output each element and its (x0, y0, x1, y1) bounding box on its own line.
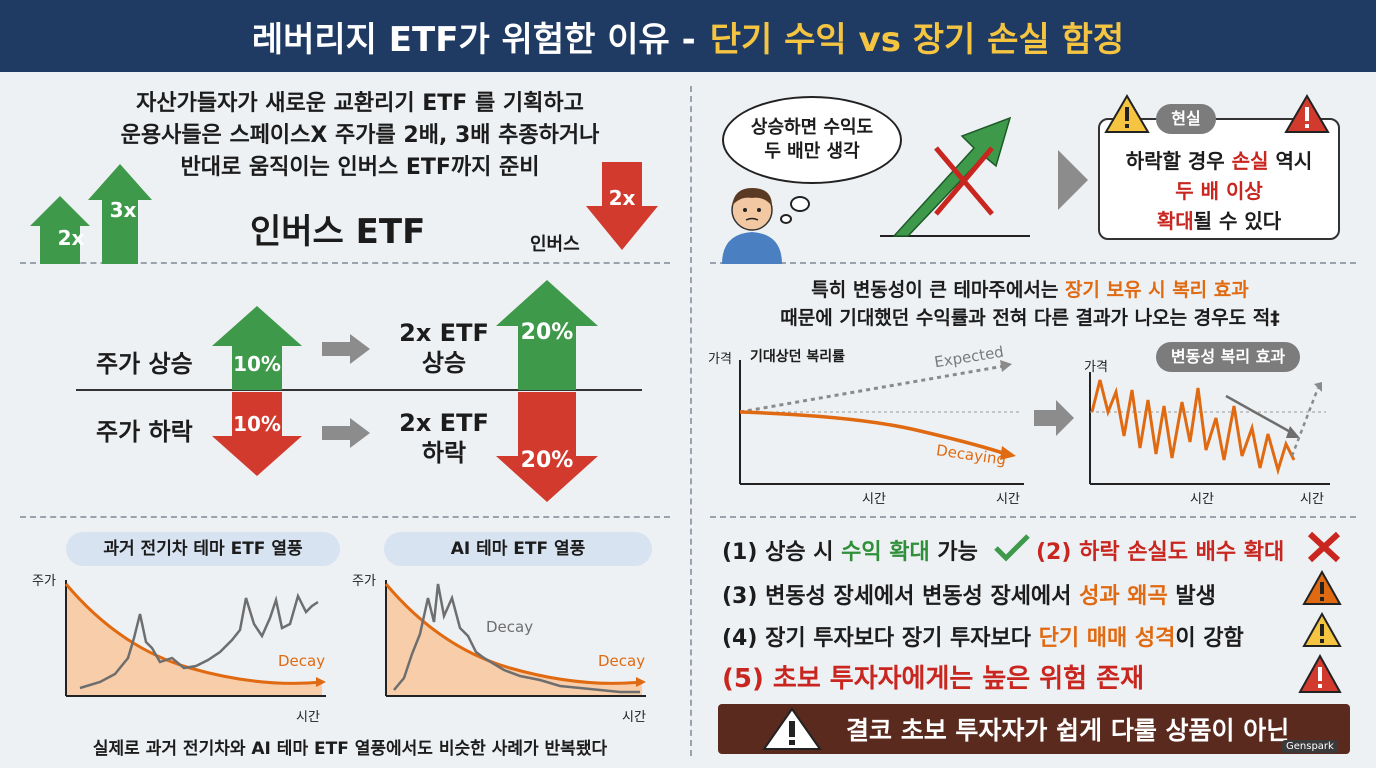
volatility-chart (1089, 372, 1330, 485)
page-header: 레버리지 ETF가 위험한 이유 - 단기 수익 vs 장기 손실 함정 (0, 0, 1376, 72)
left-divider-2 (20, 516, 670, 518)
reality-line2: 두 배 이상 (1175, 179, 1263, 203)
inverse-arrow-label: 2x (608, 186, 636, 210)
reality-label: 현실 (1156, 104, 1216, 134)
thought-dot-1 (790, 196, 810, 212)
inverse-arrow (586, 162, 658, 250)
list-item-4: (4) 장기 투자보다 장기 투자보다 단기 매매 성격이 강함 (722, 626, 1244, 651)
leverage-arrows (30, 164, 152, 264)
expected-vs-decaying-chart (739, 360, 1024, 485)
thought-line2: 두 배만 생각 (764, 141, 860, 162)
warning-yellow-icon (1104, 94, 1150, 133)
stock-down-label: 주가 하락 (96, 418, 193, 446)
etf-up-pct: 20% (520, 320, 574, 345)
stock-up-label: 주가 상승 (96, 350, 193, 378)
warning-red-icon (1284, 94, 1330, 133)
compound-line1: 특히 변동성이 큰 테마주에서는 장기 보유 시 복리 효과 (811, 279, 1249, 301)
chart3-x-label-end: 시간 (996, 492, 1020, 507)
chart2-decay-label: Decay (598, 652, 646, 670)
list-item-2: (2) 하락 손실도 배수 확대 (1036, 540, 1285, 565)
stock-down-arrow (212, 392, 302, 476)
thought-dot-2 (780, 214, 792, 224)
horizontal-axis-line (76, 389, 642, 391)
footer-text: 결코 초보 투자자가 쉽게 다룰 상품이 아닌 (846, 716, 1290, 745)
inverse-label: 인버스 (530, 234, 580, 255)
inverse-etf-title: 인버스 ETF (250, 212, 426, 252)
chart1-decay-label: Decay (278, 652, 326, 670)
ai-etf-chart (384, 580, 646, 697)
crossed-growth-arrow (880, 116, 1030, 237)
chart4-title: 변동성 복리 효과 (1156, 342, 1300, 372)
reality-box (1098, 118, 1340, 240)
right-divider-1 (710, 262, 1356, 264)
gray-arrow-down (322, 418, 370, 448)
page-title-part2: 단기 수익 vs 장기 손실 함정 (709, 19, 1125, 60)
list-item-1: (1) 상승 시 수익 확대 가능 (722, 540, 978, 565)
etf-down-arrow (496, 392, 598, 502)
intro-line-2: 운용사들은 스페이스X 주가를 2배, 3배 추종하거나 (120, 123, 600, 148)
arrow-3x (88, 164, 152, 264)
arrow-2x (30, 196, 90, 264)
etf-up-line2: 상승 (421, 349, 467, 377)
thought-bubble (722, 96, 902, 184)
ev-etf-chart (64, 580, 326, 697)
etf-down-pct: 20% (520, 448, 574, 473)
chart1-title: 과거 전기차 테마 ETF 열풍 (66, 532, 340, 566)
list-item-3: (3) 변동성 장세에서 변동성 장세에서 성과 왜곡 발생 (722, 584, 1216, 609)
compound-line2: 때문에 기대했던 수익률과 전혀 다른 결과가 나오는 경우도 적‡ (780, 307, 1280, 329)
etf-up-arrow (496, 280, 598, 390)
stock-up-arrow (212, 306, 302, 390)
reality-text: 하락할 경우 손실 역시 두 배 이상 확대될 수 있다 (1100, 146, 1338, 236)
chart2-decay-gray-label: Decay (486, 618, 534, 636)
reality-line1: 하락할 경우 손실 역시 (1125, 149, 1313, 173)
intro-text: 자산가들자가 새로운 교환리기 ETF 를 기획하고 운용사들은 스페이스X 주… (60, 88, 660, 184)
intro-line-1: 자산가들자가 새로운 교환리기 ETF 를 기획하고 (136, 91, 584, 116)
warning-red-small-icon (1298, 654, 1342, 693)
chart4-x-label: 시간 (1190, 492, 1214, 507)
chart1-x-label: 시간 (296, 710, 320, 725)
gray-arrow-right (1034, 400, 1074, 436)
thought-line1: 상승하면 수익도 (750, 117, 874, 138)
chart4-x-label-end: 시간 (1300, 492, 1324, 507)
arrow-2x-label: 2x (57, 226, 85, 250)
list-item-5: (5) 초보 투자자에게는 높은 위험 존재 (722, 664, 1144, 694)
center-divider (690, 86, 692, 756)
chart3-x-label: 시간 (862, 492, 886, 507)
genspark-watermark: Genspark (1282, 740, 1338, 753)
compound-text: 특히 변동성이 큰 테마주에서는 장기 보유 시 복리 효과 때문에 기대했던 … (710, 276, 1350, 332)
intro-line-3: 반대로 움직이는 인버스 ETF까지 준비 (180, 155, 540, 180)
right-divider-2 (710, 516, 1356, 518)
etf-down-line2: 하락 (421, 439, 467, 467)
reality-line3: 확대될 수 있다 (1156, 209, 1282, 233)
left-divider-1 (20, 262, 670, 264)
chart2-title: AI 테마 ETF 열풍 (384, 532, 652, 566)
chart3-title: 기대상던 복리률 (750, 349, 846, 365)
gray-chevron-icon (1058, 150, 1088, 210)
arrow-3x-label: 3x (109, 198, 137, 222)
check-icon (994, 534, 1030, 562)
footer-warning-bar: 결코 초보 투자자가 쉽게 다룰 상품이 아닌 (718, 704, 1350, 754)
etf-down-text: 2x ETF 하락 (384, 408, 504, 468)
chart1-y-label: 주가 (32, 574, 56, 589)
chart3-y-label: 가격 (708, 352, 732, 367)
left-caption: 실제로 과거 전기차와 AI 테마 ETF 열풍에서도 비슷한 사례가 반복됐다 (92, 739, 608, 759)
etf-up-text: 2x ETF 상승 (384, 318, 504, 378)
page-title-part1: 레버리지 ETF가 위험한 이유 - (251, 19, 696, 60)
cross-icon (1307, 531, 1341, 563)
watermark-text: Genspark (1286, 741, 1334, 752)
thought-text: 상승하면 수익도 두 배만 생각 (730, 116, 894, 164)
etf-down-line1: 2x ETF (399, 409, 489, 437)
warning-orange-icon (1302, 570, 1342, 605)
gray-arrow-up (322, 334, 370, 364)
investor-avatar (722, 188, 782, 264)
warning-footer-icon (762, 707, 822, 750)
etf-up-line1: 2x ETF (399, 319, 489, 347)
warning-yellow-small-icon (1302, 612, 1342, 647)
stock-up-pct: 10% (233, 352, 281, 376)
chart4-y-label: 가격 (1084, 360, 1108, 375)
stock-down-pct: 10% (233, 412, 281, 436)
chart2-x-label: 시간 (622, 710, 646, 725)
chart2-y-label: 주가 (352, 574, 376, 589)
